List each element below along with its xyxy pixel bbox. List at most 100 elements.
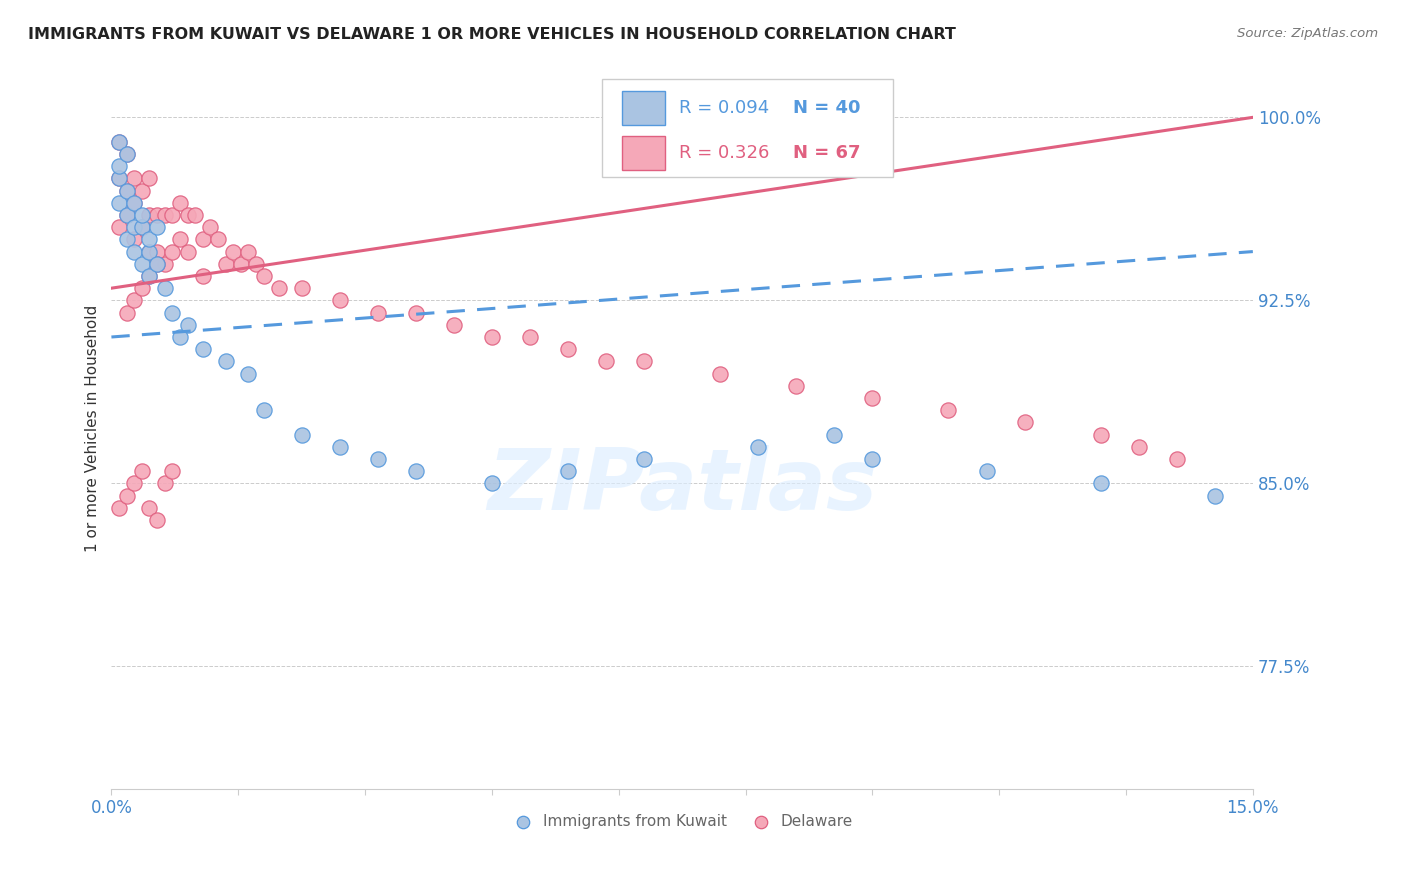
Point bbox=[169, 232, 191, 246]
Point bbox=[169, 330, 191, 344]
Legend: Immigrants from Kuwait, Delaware: Immigrants from Kuwait, Delaware bbox=[506, 807, 859, 835]
Point bbox=[131, 220, 153, 235]
Point bbox=[207, 232, 229, 246]
Point bbox=[138, 268, 160, 283]
Point bbox=[860, 391, 883, 405]
Point bbox=[976, 464, 998, 478]
Point bbox=[860, 452, 883, 467]
Point bbox=[169, 195, 191, 210]
Point bbox=[252, 403, 274, 417]
Text: Source: ZipAtlas.com: Source: ZipAtlas.com bbox=[1237, 27, 1378, 40]
Point bbox=[238, 244, 260, 259]
Point bbox=[595, 354, 617, 368]
Point bbox=[405, 305, 427, 319]
Point bbox=[709, 367, 731, 381]
Point bbox=[443, 318, 465, 332]
Point bbox=[108, 171, 131, 186]
Point bbox=[108, 220, 131, 235]
Point bbox=[1128, 440, 1150, 454]
Point bbox=[823, 427, 845, 442]
Point bbox=[162, 244, 184, 259]
Point bbox=[122, 232, 145, 246]
Point bbox=[1014, 416, 1036, 430]
Point bbox=[267, 281, 290, 295]
Point bbox=[108, 195, 131, 210]
Point bbox=[229, 257, 252, 271]
Point bbox=[108, 159, 131, 173]
Text: IMMIGRANTS FROM KUWAIT VS DELAWARE 1 OR MORE VEHICLES IN HOUSEHOLD CORRELATION C: IMMIGRANTS FROM KUWAIT VS DELAWARE 1 OR … bbox=[28, 27, 956, 42]
Point bbox=[1090, 476, 1112, 491]
Point bbox=[153, 281, 176, 295]
Point bbox=[122, 195, 145, 210]
Point bbox=[138, 232, 160, 246]
Point bbox=[519, 330, 541, 344]
Bar bbox=[621, 91, 665, 126]
Point bbox=[122, 220, 145, 235]
Point bbox=[131, 464, 153, 478]
Point bbox=[131, 184, 153, 198]
Point bbox=[115, 147, 138, 161]
Point bbox=[1166, 452, 1188, 467]
Point bbox=[153, 257, 176, 271]
Point bbox=[162, 208, 184, 222]
Point bbox=[291, 427, 314, 442]
Text: N = 40: N = 40 bbox=[793, 99, 860, 117]
Point bbox=[1204, 489, 1226, 503]
Point bbox=[176, 244, 198, 259]
Point bbox=[138, 208, 160, 222]
Point bbox=[153, 476, 176, 491]
Y-axis label: 1 or more Vehicles in Household: 1 or more Vehicles in Household bbox=[86, 305, 100, 552]
Point bbox=[176, 318, 198, 332]
Point bbox=[557, 464, 579, 478]
Point bbox=[252, 268, 274, 283]
Point bbox=[191, 342, 214, 356]
Point bbox=[222, 244, 245, 259]
Point bbox=[405, 464, 427, 478]
Point bbox=[214, 257, 236, 271]
Point bbox=[115, 147, 138, 161]
Point bbox=[122, 293, 145, 308]
Point bbox=[122, 195, 145, 210]
Point bbox=[115, 489, 138, 503]
Point bbox=[184, 208, 207, 222]
FancyBboxPatch shape bbox=[602, 79, 893, 177]
Point bbox=[1090, 427, 1112, 442]
Point bbox=[191, 268, 214, 283]
Text: N = 67: N = 67 bbox=[793, 145, 860, 162]
Point bbox=[115, 232, 138, 246]
Point bbox=[153, 208, 176, 222]
Point bbox=[115, 208, 138, 222]
Point bbox=[138, 171, 160, 186]
Point bbox=[633, 354, 655, 368]
Point bbox=[214, 354, 236, 368]
Point bbox=[238, 367, 260, 381]
Point bbox=[633, 452, 655, 467]
Point bbox=[481, 330, 503, 344]
Point bbox=[122, 244, 145, 259]
Point bbox=[108, 135, 131, 149]
Point bbox=[162, 464, 184, 478]
Point bbox=[329, 293, 352, 308]
Point bbox=[146, 208, 169, 222]
Point bbox=[146, 220, 169, 235]
Point bbox=[557, 342, 579, 356]
Point bbox=[108, 135, 131, 149]
Point bbox=[747, 440, 769, 454]
Text: R = 0.326: R = 0.326 bbox=[679, 145, 769, 162]
Text: R = 0.094: R = 0.094 bbox=[679, 99, 769, 117]
Point bbox=[367, 305, 389, 319]
Point bbox=[162, 305, 184, 319]
Point bbox=[122, 476, 145, 491]
Point bbox=[146, 244, 169, 259]
Point bbox=[481, 476, 503, 491]
Point bbox=[115, 305, 138, 319]
Point bbox=[200, 220, 222, 235]
Point bbox=[146, 257, 169, 271]
Point bbox=[131, 281, 153, 295]
Text: ZIPatlas: ZIPatlas bbox=[486, 444, 877, 528]
Point bbox=[138, 500, 160, 515]
Point bbox=[138, 244, 160, 259]
Point bbox=[122, 171, 145, 186]
Point bbox=[115, 208, 138, 222]
Point bbox=[131, 257, 153, 271]
